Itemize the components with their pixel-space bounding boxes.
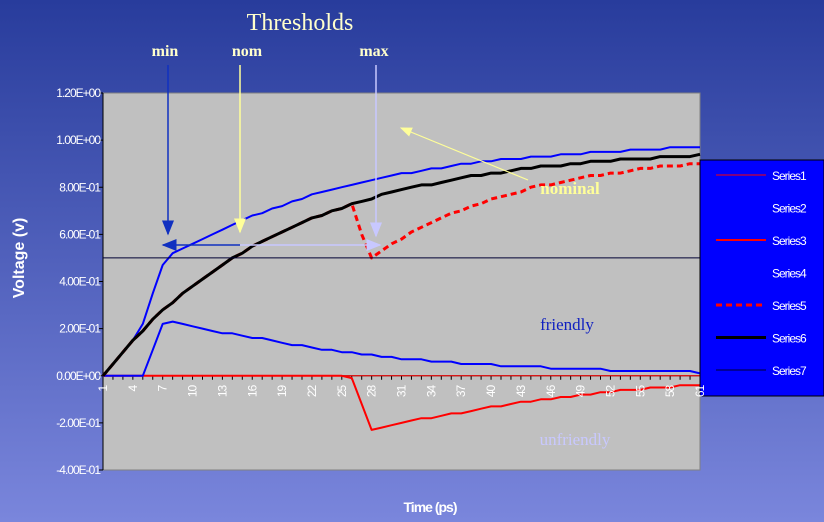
legend-label: Series6: [772, 332, 807, 346]
y-tick-label: 2.00E-01: [59, 322, 101, 336]
annotation: unfriendly: [540, 430, 611, 449]
arrow: [399, 127, 529, 181]
legend-label: Series3: [772, 234, 807, 248]
series-line: [101, 162, 700, 377]
series-line: [101, 152, 701, 377]
x-tick-label: 52: [603, 384, 617, 397]
y-tick-label: 1.20E+00: [56, 86, 101, 100]
y-tick-label: 8.00E-01: [59, 180, 101, 194]
x-axis-label: Time (ps): [404, 499, 457, 515]
y-tick-label: 1.00E+00: [56, 133, 101, 147]
x-tick-label: 25: [335, 384, 349, 397]
legend-label: Series5: [772, 299, 807, 313]
x-tick-label: 7: [156, 384, 170, 391]
annotation: Thresholds: [247, 10, 354, 36]
x-tick-label: 37: [454, 384, 468, 397]
x-tick-label: 4: [126, 384, 140, 391]
x-tick-label: 55: [633, 384, 647, 397]
annotation: max: [359, 43, 388, 60]
y-tick-label: -2.00E-01: [56, 416, 101, 430]
x-tick-label: 22: [305, 384, 319, 397]
annotation: nominal: [540, 179, 600, 198]
series-line: [103, 374, 700, 431]
y-axis-label: Voltage (v): [11, 218, 28, 299]
x-tick-label: 1: [96, 384, 110, 391]
legend-label: Series2: [772, 202, 807, 216]
x-tick-label: 58: [663, 384, 677, 397]
plot-area: [102, 92, 701, 471]
x-tick-label: 19: [275, 384, 289, 397]
annotation: min: [152, 43, 179, 60]
series-line: [103, 320, 701, 377]
x-tick-label: 46: [544, 384, 558, 397]
annotation: nom: [232, 43, 263, 60]
x-tick-label: 10: [186, 384, 200, 397]
annotation: friendly: [540, 315, 594, 334]
y-tick-label: 6.00E-01: [59, 227, 101, 241]
legend: Series1 Series2 Series3 Series4 Series5 Serie…: [699, 159, 824, 397]
x-tick-label: 40: [484, 384, 498, 397]
legend-label: Series1: [772, 169, 807, 183]
series-line: [102, 146, 700, 377]
y-tick-label: 0.00E+00: [56, 369, 101, 383]
x-tick-label: 49: [574, 384, 588, 397]
x-tick-label: 31: [395, 384, 409, 397]
x-tick-label: 13: [215, 384, 229, 397]
x-tick-label: 16: [245, 384, 259, 397]
x-tick-label: 43: [514, 384, 528, 397]
plot: [99, 92, 701, 471]
legend-box: [699, 159, 824, 397]
x-tick-label: 34: [424, 384, 438, 397]
legend-label: Series4: [772, 267, 807, 281]
y-tick-label: 4.00E-01: [59, 275, 101, 289]
y-tick-label: -4.00E-01: [56, 463, 101, 477]
legend-label: Series7: [772, 364, 807, 378]
x-tick-label: 28: [365, 384, 379, 397]
x-tick-label: 61: [693, 384, 707, 397]
